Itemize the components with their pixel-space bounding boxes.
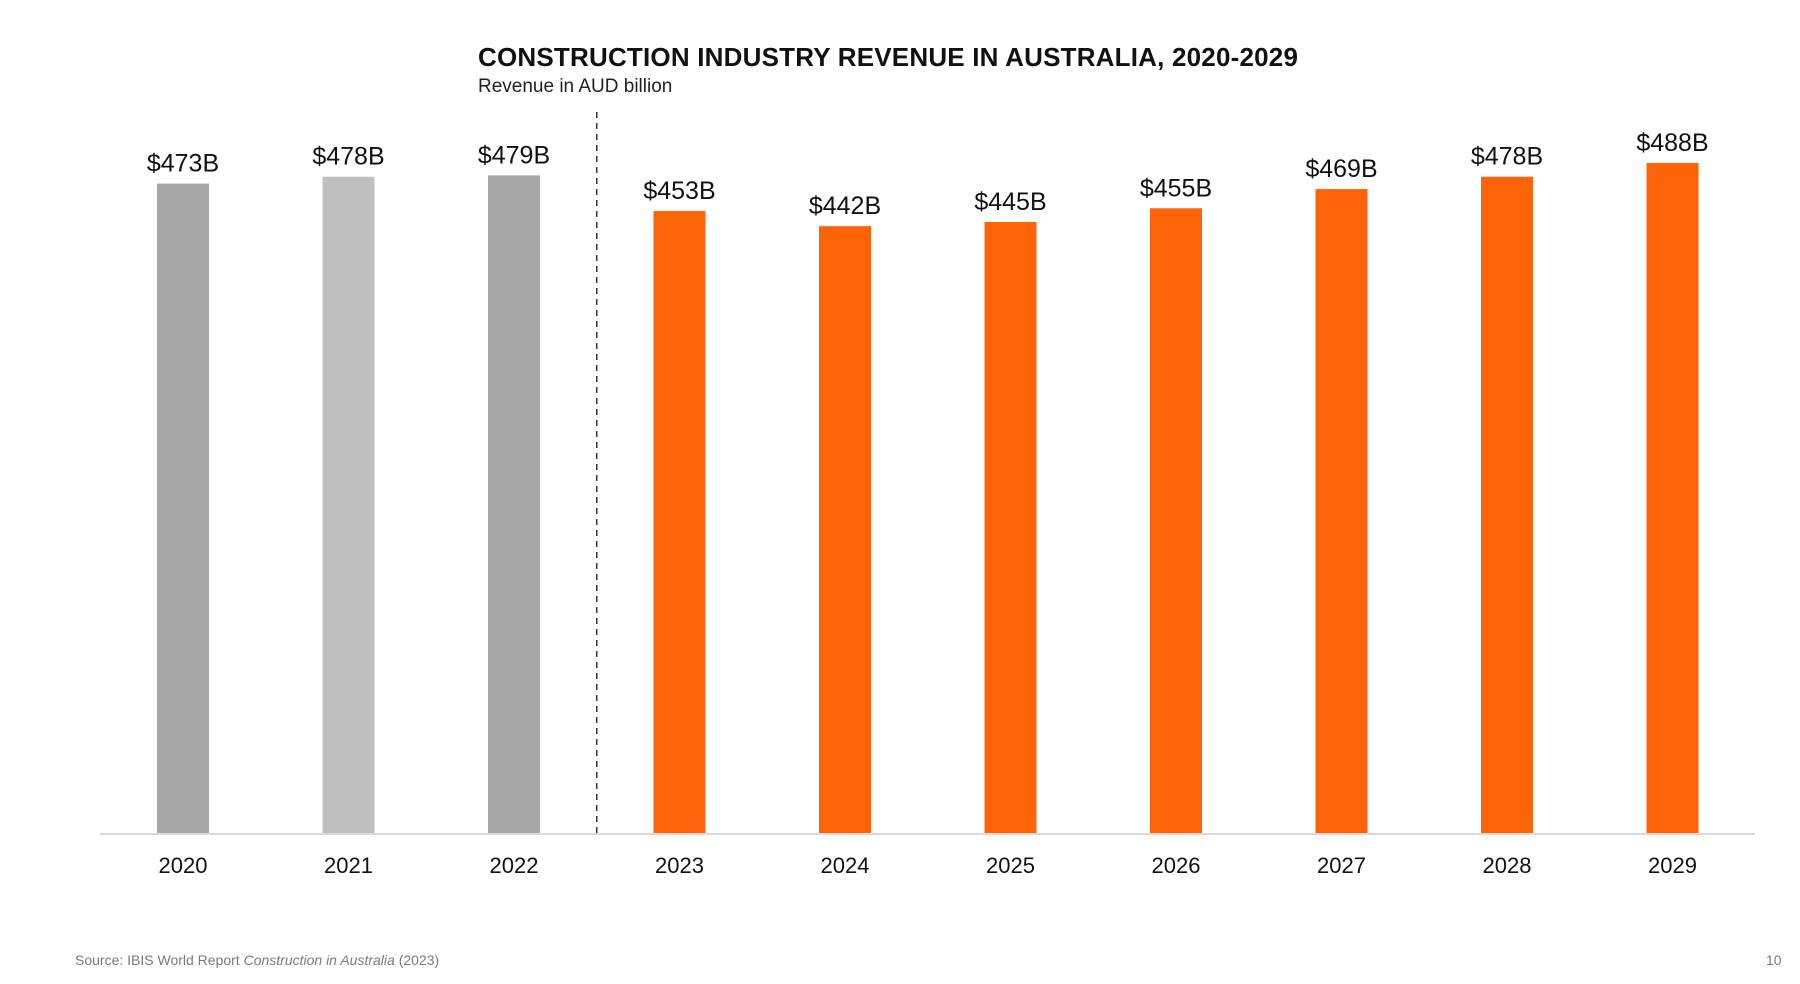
bar-2028 <box>1481 176 1533 834</box>
x-tick-label-2020: 2020 <box>159 853 208 878</box>
bar-2020 <box>157 183 209 834</box>
x-tick-label-2021: 2021 <box>324 853 373 878</box>
bar-2025 <box>984 222 1037 834</box>
bar-2026 <box>1150 208 1202 833</box>
bar-2024 <box>819 226 871 833</box>
data-label-2023: $453B <box>643 177 715 205</box>
x-tick-label-2025: 2025 <box>986 853 1035 878</box>
x-tick-label-2022: 2022 <box>490 853 539 878</box>
bar-2029 <box>1646 163 1699 833</box>
data-label-2020: $473B <box>147 150 219 178</box>
data-label-2029: $488B <box>1636 129 1708 157</box>
bar-2022 <box>488 175 540 833</box>
x-tick-label-2023: 2023 <box>655 853 704 878</box>
x-tick-label-2024: 2024 <box>821 853 870 878</box>
source-suffix: (2023) <box>394 952 440 968</box>
chart-subtitle: Revenue in AUD billion <box>478 76 673 97</box>
x-tick-label-2028: 2028 <box>1483 853 1532 878</box>
data-label-2025: $445B <box>974 188 1046 216</box>
data-label-2024: $442B <box>809 192 881 220</box>
data-label-2028: $478B <box>1471 143 1543 171</box>
x-tick-label-2029: 2029 <box>1648 853 1697 878</box>
source-note: Source: IBIS World Report Construction i… <box>75 952 439 968</box>
bar-2027 <box>1315 189 1368 833</box>
data-label-2022: $479B <box>478 141 550 169</box>
chart-title: CONSTRUCTION INDUSTRY REVENUE IN AUSTRAL… <box>478 42 1299 72</box>
x-tick-label-2026: 2026 <box>1152 853 1201 878</box>
page-number: 10 <box>1766 952 1782 968</box>
x-tick-label-2027: 2027 <box>1317 853 1366 878</box>
data-label-2026: $455B <box>1140 174 1212 202</box>
bar-2023 <box>653 211 706 833</box>
source-prefix: Source: IBIS World Report <box>75 952 244 968</box>
bar-2021 <box>322 176 375 834</box>
source-title: Construction in Australia <box>243 952 395 968</box>
data-label-2027: $469B <box>1305 155 1377 183</box>
data-label-2021: $478B <box>312 143 384 171</box>
